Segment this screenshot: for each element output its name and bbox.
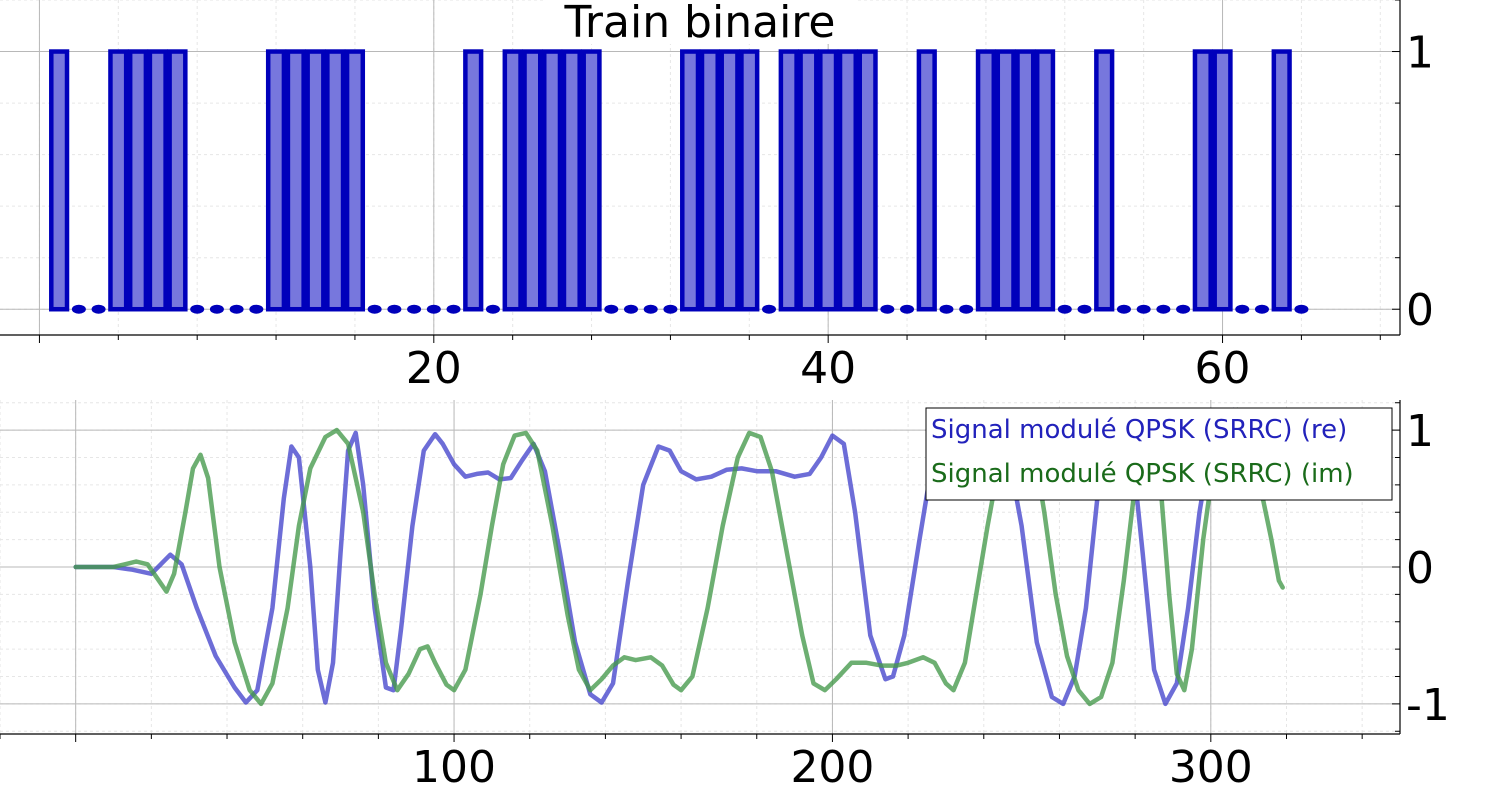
bit-zero-marker bbox=[1057, 304, 1072, 314]
bit-bar bbox=[581, 49, 602, 312]
legend-box bbox=[925, 407, 1393, 501]
top-y-tick-label: 1 bbox=[1406, 28, 1434, 79]
bit-bar bbox=[719, 49, 740, 312]
bit-bar bbox=[1212, 49, 1233, 312]
binary-train-chart: 20 40 60 01 Train binaire bbox=[0, 0, 1434, 394]
title-backdrop bbox=[545, 0, 855, 44]
bit-bar bbox=[699, 49, 720, 312]
bit-zero-marker bbox=[229, 304, 244, 314]
zero-markers bbox=[71, 304, 1309, 314]
bit-zero-marker bbox=[1136, 304, 1151, 314]
bit-zero-marker bbox=[426, 304, 441, 314]
bit-bar bbox=[502, 49, 523, 312]
bit-bar bbox=[739, 49, 760, 312]
bit-bar bbox=[916, 49, 937, 312]
bottom-x-tick-label: 200 bbox=[790, 742, 874, 793]
bottom-x-tick-label: 300 bbox=[1169, 742, 1253, 793]
bit-bar bbox=[344, 49, 366, 312]
bit-zero-marker bbox=[1235, 304, 1250, 314]
bit-zero-marker bbox=[663, 304, 678, 314]
bottom-x-tick-label: 100 bbox=[412, 742, 496, 793]
bit-bar bbox=[975, 49, 997, 312]
bit-zero-marker bbox=[485, 304, 500, 314]
bit-bar bbox=[49, 49, 70, 312]
bit-zero-marker bbox=[643, 304, 658, 314]
bit-zero-marker bbox=[91, 304, 106, 314]
bit-zero-marker bbox=[446, 304, 461, 314]
bit-zero-marker bbox=[900, 304, 915, 314]
signal-lines bbox=[73, 407, 1285, 707]
bit-zero-marker bbox=[1254, 304, 1269, 314]
top-y-tick-label: 0 bbox=[1406, 285, 1434, 336]
bit-zero-marker bbox=[1176, 304, 1191, 314]
bottom-x-tick-labels: 100 200 300 bbox=[412, 742, 1253, 793]
series-line-re bbox=[73, 407, 1251, 707]
bit-bar bbox=[127, 49, 149, 312]
bit-bar bbox=[522, 49, 543, 312]
bit-bar bbox=[837, 49, 858, 312]
bottom-y-tick-label: -1 bbox=[1406, 680, 1450, 731]
bit-bar bbox=[857, 49, 878, 312]
bit-bar bbox=[285, 49, 306, 312]
bit-zero-marker bbox=[623, 304, 638, 314]
bottom-tick-marks bbox=[0, 402, 1400, 742]
bit-zero-marker bbox=[387, 304, 402, 314]
bit-bar bbox=[1015, 49, 1036, 312]
chart-title: Train binaire bbox=[564, 0, 836, 48]
bit-zero-marker bbox=[604, 304, 619, 314]
bit-zero-marker bbox=[407, 304, 422, 314]
bit-zero-marker bbox=[1294, 304, 1309, 314]
bit-bar bbox=[798, 49, 819, 312]
bit-bar bbox=[463, 49, 484, 312]
bit-zero-marker bbox=[1077, 304, 1092, 314]
series-line-im bbox=[73, 407, 1285, 707]
top-x-tick-label: 60 bbox=[1195, 343, 1251, 394]
bit-zero-marker bbox=[249, 304, 264, 314]
bit-zero-marker bbox=[190, 304, 205, 314]
bit-bar bbox=[265, 49, 287, 312]
bit-bar bbox=[305, 49, 326, 312]
bit-bar bbox=[1094, 49, 1115, 312]
bit-bar bbox=[995, 49, 1016, 312]
top-x-tick-label: 20 bbox=[406, 343, 462, 394]
bit-bar bbox=[147, 49, 168, 312]
bottom-y-tick-label: 1 bbox=[1406, 406, 1434, 457]
bit-zero-marker bbox=[71, 304, 86, 314]
bit-bar bbox=[325, 49, 346, 312]
bit-zero-marker bbox=[209, 304, 224, 314]
bit-bar bbox=[108, 49, 129, 312]
bit-zero-marker bbox=[959, 304, 974, 314]
bit-zero-marker bbox=[939, 304, 954, 314]
legend: Signal modulé QPSK (SRRC) (re) Signal mo… bbox=[925, 407, 1393, 501]
top-x-tick-label: 40 bbox=[800, 343, 856, 394]
bottom-y-tick-labels: -1 0 1 bbox=[1406, 406, 1450, 731]
bit-zero-marker bbox=[762, 304, 777, 314]
bit-bar bbox=[1271, 49, 1292, 312]
bit-bar bbox=[1192, 49, 1213, 312]
bit-bar bbox=[680, 49, 701, 312]
bit-bar bbox=[167, 49, 188, 312]
bit-bar bbox=[818, 49, 839, 312]
bit-bar bbox=[778, 49, 799, 312]
bit-zero-marker bbox=[880, 304, 895, 314]
binary-bars bbox=[49, 49, 1292, 312]
bit-zero-marker bbox=[367, 304, 382, 314]
bit-zero-marker bbox=[1116, 304, 1131, 314]
bit-bar bbox=[561, 49, 582, 312]
bit-bar bbox=[542, 49, 563, 312]
qpsk-signal-chart: 100 200 300 -1 0 1 Signal modulé QPSK (SRRC)… bbox=[0, 400, 1450, 793]
top-y-tick-labels: 01 bbox=[1406, 28, 1434, 337]
top-x-tick-labels: 20 40 60 bbox=[406, 343, 1251, 394]
top-tick-marks bbox=[38, 0, 1400, 343]
bottom-y-tick-label: 0 bbox=[1406, 543, 1434, 594]
legend-entry-im: Signal modulé QPSK (SRRC) (im) bbox=[931, 459, 1354, 489]
legend-entry-re: Signal modulé QPSK (SRRC) (re) bbox=[931, 415, 1347, 445]
bit-bar bbox=[1034, 49, 1056, 312]
bit-zero-marker bbox=[1156, 304, 1171, 314]
